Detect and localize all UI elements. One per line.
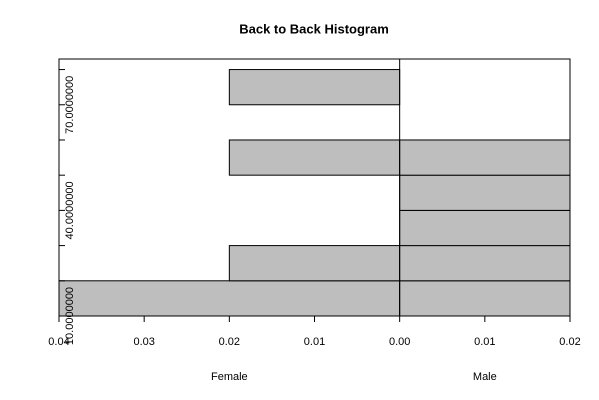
x-tick-label: 0.03 <box>133 336 154 348</box>
x-tick-label: 0.00 <box>389 336 410 348</box>
bar <box>399 139 571 176</box>
x-tick-label: 0.01 <box>474 336 495 348</box>
side-label: Male <box>473 371 497 383</box>
bar <box>228 69 401 106</box>
bar <box>58 280 401 317</box>
y-tick-label: 70.0000000 <box>64 76 76 134</box>
bar <box>399 174 571 211</box>
bar <box>228 139 401 176</box>
bar <box>228 245 401 282</box>
bar <box>399 280 571 317</box>
x-tick-label: 0.04 <box>48 336 69 348</box>
x-tick-label: 0.01 <box>304 336 325 348</box>
x-tick-label: 0.02 <box>219 336 240 348</box>
bar <box>399 209 571 247</box>
bar <box>399 245 571 282</box>
y-tick-label: 10.0000000 <box>64 287 76 345</box>
x-tick-label: 0.02 <box>559 336 580 348</box>
y-tick-label: 40.0000000 <box>64 181 76 239</box>
side-label: Female <box>211 371 248 383</box>
chart-title: Back to Back Histogram <box>239 21 389 36</box>
